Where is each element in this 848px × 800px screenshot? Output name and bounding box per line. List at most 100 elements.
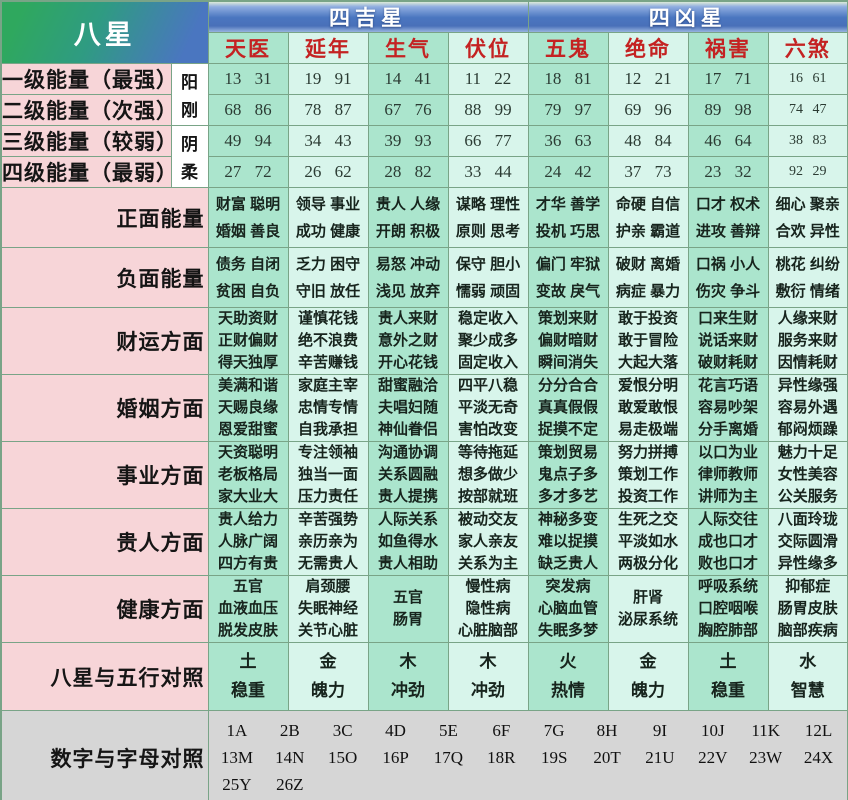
aspect-cell: 专注领袖 独当一面 压力责任 — [287, 441, 369, 509]
aspect-cell: 美满和谐 天赐良缘 恩爱甜蜜 — [207, 374, 289, 442]
energy-value-cell: 92 29 — [767, 156, 848, 188]
aspect-cell-line: 呼吸系统 — [697, 578, 758, 596]
aspect-cell-line: 金 — [639, 652, 657, 672]
aspect-cell: 人际交往 成也口才 败也口才 — [687, 508, 769, 576]
aspect-cell-line: 天资聪明 — [217, 444, 278, 462]
aspect-cell: 花言巧语 容易吵架 分手离婚 — [687, 374, 769, 442]
aspect-cell-line: 投资工作 — [617, 487, 678, 505]
aspect-cell-line: 关系为主 — [457, 554, 518, 572]
aspect-cell: 五官 血液血压 脱发皮肤 — [207, 575, 289, 643]
number-letter-item: 16P — [382, 748, 409, 768]
aspect-cell-line: 胸腔肺部 — [697, 621, 758, 639]
aspect-row: 财运方面 天助资财 正财偏财 得天独厚 谨慎花钱 绝不浪费 辛苦赚钱 贵人来财 意外之财 开心花钱… — [0, 307, 848, 375]
number-letter-grid: 1A 2B 3C 4D 5E 6F 7G 8H 9I 10J 11K 12L 13M 14N 15O 16P 1… — [209, 719, 847, 797]
aspect-cell: 人缘来财 服务来财 因情耗财 — [767, 307, 848, 375]
aspect-cell-line: 大起大落 — [617, 353, 678, 371]
aspect-cell-line: 瞬间消失 — [537, 353, 598, 371]
aspect-cell: 敢于投资 敢于冒险 大起大落 — [607, 307, 689, 375]
aspect-cell-line: 魄力 — [631, 680, 665, 700]
aspect-cell-line: 贵人 人缘 — [375, 195, 441, 213]
aspect-cell-line: 神秘多变 — [537, 511, 598, 529]
energy-row: 二级能量（次强） 68 86 78 87 67 76 88 99 79 97 69 96 89… — [0, 94, 848, 126]
aspect-cell-line: 策划贸易 — [537, 444, 598, 462]
aspect-cell-line: 合欢 异性 — [775, 222, 840, 240]
aspect-cell-line: 独当一面 — [297, 466, 358, 484]
aspect-cell: 分分合合 真真假假 捉摸不定 — [527, 374, 609, 442]
aspect-cell: 水智慧 — [767, 642, 848, 711]
number-letter-label: 数字与字母对照 — [0, 710, 209, 800]
number-letter-item: 13M — [220, 748, 253, 768]
aspect-cell: 肝肾 泌尿系统 — [607, 575, 689, 643]
aspect-cell-line: 家人亲友 — [457, 533, 518, 551]
aspect-cell-line: 压力责任 — [297, 487, 358, 505]
number-letter-row: 数字与字母对照 1A 2B 3C 4D 5E 6F 7G 8H 9I 10J 11K 12L 13M 14N… — [0, 710, 848, 800]
aspect-cell-line: 人缘来财 — [777, 310, 838, 328]
energy-level-label: 三级能量（较弱） — [0, 125, 172, 157]
number-letter-item: 4D — [385, 721, 406, 741]
aspect-cell: 谋略 理性 原则 思考 — [447, 187, 529, 248]
aspect-cell-line: 人脉广阔 — [217, 533, 278, 551]
aspect-cell-line: 魄力 — [311, 680, 345, 700]
number-letter-item: 14N — [275, 748, 305, 768]
aspect-cell-line: 守旧 放任 — [295, 282, 361, 300]
number-letter-item: 10J — [701, 721, 725, 741]
aspect-cell-line: 分分合合 — [537, 377, 598, 395]
aspect-cell-line: 肩颈腰 — [305, 578, 351, 596]
aspect-cell: 辛苦强势 亲历亲为 无需贵人 — [287, 508, 369, 576]
energy-value-cell: 27 72 — [207, 156, 289, 188]
aspect-cell: 稳定收入 聚少成多 固定收入 — [447, 307, 529, 375]
star-column-header: 六煞 — [767, 32, 848, 64]
aspect-cell: 天资聪明 老板格局 家大业大 — [207, 441, 289, 509]
aspect-cell-line: 意外之财 — [377, 332, 438, 350]
aspect-cell: 慢性病 隐性病 心脏脑部 — [447, 575, 529, 643]
aspect-cell-line: 冲劲 — [471, 680, 505, 700]
aspect-cell-line: 讲师为主 — [697, 487, 758, 505]
aspect-cell-line: 失眠神经 — [297, 600, 358, 618]
star-column-header: 天医 — [207, 32, 289, 64]
energy-value-cell: 11 22 — [447, 63, 529, 95]
aspect-cell: 木冲劲 — [447, 642, 529, 711]
aspect-cell-line: 贫困 自负 — [215, 282, 281, 300]
aspect-cell-line: 血液血压 — [217, 600, 278, 618]
aspect-cell-line: 郁闷烦躁 — [777, 420, 838, 438]
aspect-cell: 天助资财 正财偏财 得天独厚 — [207, 307, 289, 375]
aspect-cell-line: 易走极端 — [617, 420, 678, 438]
energy-value-cell: 39 93 — [367, 125, 449, 157]
aspect-cell-line: 智慧 — [790, 680, 825, 700]
aspect-row-label: 健康方面 — [0, 575, 209, 643]
aspect-cell: 金魄力 — [287, 642, 369, 711]
aspect-cell: 土稳重 — [687, 642, 769, 711]
aspect-cell: 策划贸易 鬼点子多 多才多艺 — [527, 441, 609, 509]
aspect-cell-line: 土 — [719, 652, 737, 672]
aspect-cell: 保守 胆小 懦弱 顽固 — [447, 247, 529, 308]
aspect-cell-line: 如鱼得水 — [377, 533, 438, 551]
aspect-cell-line: 人际交往 — [697, 511, 758, 529]
aspect-cell-line: 正财偏财 — [217, 332, 278, 350]
group-header-row: 八星 四吉星 四凶星 — [0, 0, 848, 64]
number-letter-item: 18R — [487, 748, 516, 768]
page-title: 八星 — [0, 0, 209, 64]
number-letter-cell: 1A 2B 3C 4D 5E 6F 7G 8H 9I 10J 11K 12L 13M 14N 15O 16P 1… — [207, 710, 848, 800]
aspect-cell-line: 易怒 冲动 — [375, 255, 441, 273]
aspect-cell-line: 贵人提携 — [377, 487, 438, 505]
energy-value-cell: 67 76 — [367, 94, 449, 126]
aspect-cell-line: 稳定收入 — [457, 310, 518, 328]
aspect-cell-line: 被动交友 — [457, 511, 518, 529]
aspect-row-label: 正面能量 — [0, 187, 209, 248]
aspect-cell-line: 成功 健康 — [295, 222, 361, 240]
energy-value-cell: 16 61 — [767, 63, 848, 95]
aspect-cell-line: 隐性病 — [465, 600, 511, 618]
number-letter-item: 15O — [328, 748, 358, 768]
aspect-cell-line: 服务来财 — [777, 332, 838, 350]
yinyang-cell: 阳刚 — [170, 63, 209, 126]
aspect-cell: 被动交友家人亲友关系为主 — [447, 508, 529, 576]
aspect-cell-line: 敢爱敢恨 — [617, 399, 678, 417]
aspect-cell-line: 想多做少 — [457, 466, 518, 484]
number-letter-item: 22V — [698, 748, 728, 768]
aspect-cell: 突发病 心脑血管 失眠多梦 — [527, 575, 609, 643]
aspect-cell-line: 容易外遇 — [777, 399, 838, 417]
aspect-cell: 领导 事业 成功 健康 — [287, 187, 369, 248]
aspect-cell-line: 难以捉摸 — [537, 533, 598, 551]
number-letter-item: 7G — [543, 721, 565, 741]
aspect-cell-line: 沟通协调 — [377, 444, 438, 462]
